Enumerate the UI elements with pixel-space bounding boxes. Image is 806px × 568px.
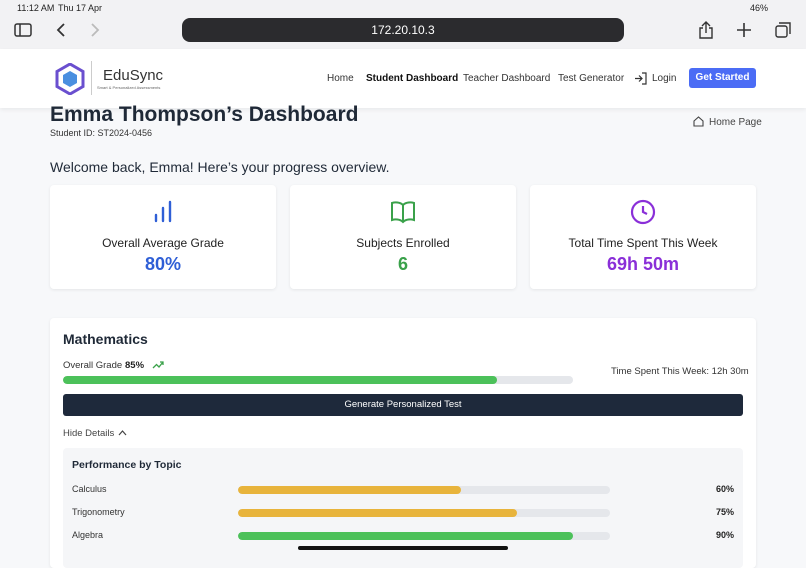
welcome: Welcome back, Emma! Here’s your progress…	[50, 159, 390, 175]
login-link[interactable]: Login	[652, 73, 677, 84]
status-time: 11:12 AM	[17, 3, 55, 13]
topic-percent: 90%	[715, 530, 734, 540]
stat-label: Subjects Enrolled	[356, 236, 450, 250]
home-indicator	[298, 546, 508, 550]
get-started-button[interactable]: Get Started	[689, 68, 756, 88]
tabs-icon[interactable]	[775, 22, 791, 38]
stat-card: Total Time Spent This Week 69h 50m	[530, 185, 756, 289]
chart-icon	[154, 200, 172, 223]
forward-button[interactable]	[90, 23, 100, 37]
logo[interactable]	[55, 63, 85, 95]
navbar: EduSync Smart & Personalized Assessments	[0, 49, 806, 108]
share-icon[interactable]	[698, 21, 714, 39]
browser-chrome: 11:12 AM Thu 17 Apr 46% 172.20.10.3	[0, 0, 806, 49]
stat-label: Overall Average Grade	[102, 236, 224, 250]
stat-card: Overall Average Grade 80%	[50, 185, 276, 289]
grade-bar	[63, 376, 497, 384]
chevron-up[interactable]	[118, 429, 127, 437]
address-bar[interactable]: 172.20.10.3	[182, 18, 624, 42]
status-battery: 46%	[750, 3, 769, 13]
stat-value: 6	[397, 254, 408, 274]
topic-bar	[238, 509, 517, 517]
student-id: Student ID: ST2024-0456	[50, 128, 153, 138]
page-body: 11:12 AM Thu 17 Apr 46% 172.20.10.3 EduS…	[0, 0, 806, 550]
time-spent: Time Spent This Week: 12h 30m	[611, 366, 749, 377]
topics-title: Performance by Topic	[72, 459, 182, 471]
topic-name: Trigonometry	[72, 507, 125, 517]
stat-label: Total Time Spent This Week	[568, 236, 718, 250]
login-icon[interactable]	[634, 72, 647, 85]
stat-value: 69h 50m	[606, 254, 680, 274]
topic-name: Algebra	[72, 530, 104, 540]
stat-card: Subjects Enrolled 6	[290, 185, 516, 289]
nav-link[interactable]: Home	[327, 73, 354, 84]
topic-bar	[238, 532, 573, 540]
topic-percent: 75%	[715, 507, 734, 517]
grade-label: Overall Grade	[63, 360, 123, 371]
stat-value: 80%	[144, 254, 182, 274]
clock-icon	[630, 199, 656, 225]
sidebar-icon[interactable]	[14, 23, 32, 37]
brand: EduSync	[103, 67, 164, 84]
grade-track	[63, 376, 573, 384]
topic-percent: 60%	[715, 484, 734, 494]
home-link[interactable]: Home Page	[709, 117, 762, 128]
topic-track	[238, 532, 610, 540]
topic-name: Calculus	[72, 484, 107, 494]
book-icon	[391, 201, 415, 224]
logo-divider	[91, 61, 92, 95]
new-tab-icon[interactable]	[737, 23, 751, 37]
generate-button[interactable]: Generate Personalized Test	[63, 394, 743, 416]
topic-bar	[238, 486, 462, 494]
home-icon[interactable]	[693, 116, 704, 127]
subject-name: Mathematics	[63, 331, 148, 347]
topic-track	[238, 486, 610, 494]
nav-link[interactable]: Student Dashboard	[366, 73, 459, 84]
page-title: Emma Thompson’s Dashboard	[50, 103, 359, 126]
nav-link[interactable]: Teacher Dashboard	[463, 73, 551, 84]
trend-icon	[152, 361, 164, 369]
tagline: Smart & Personalized Assessments	[97, 85, 161, 90]
topic-track	[238, 509, 610, 517]
back-button[interactable]	[56, 23, 66, 37]
nav-link[interactable]: Test Generator	[558, 73, 625, 84]
toggle-details[interactable]: Hide Details	[63, 428, 115, 439]
grade-value: 85%	[125, 360, 145, 371]
status-date: Thu 17 Apr	[58, 3, 103, 13]
page: EduSync {"status_bar": {"time": "11:12 A…	[0, 0, 806, 550]
